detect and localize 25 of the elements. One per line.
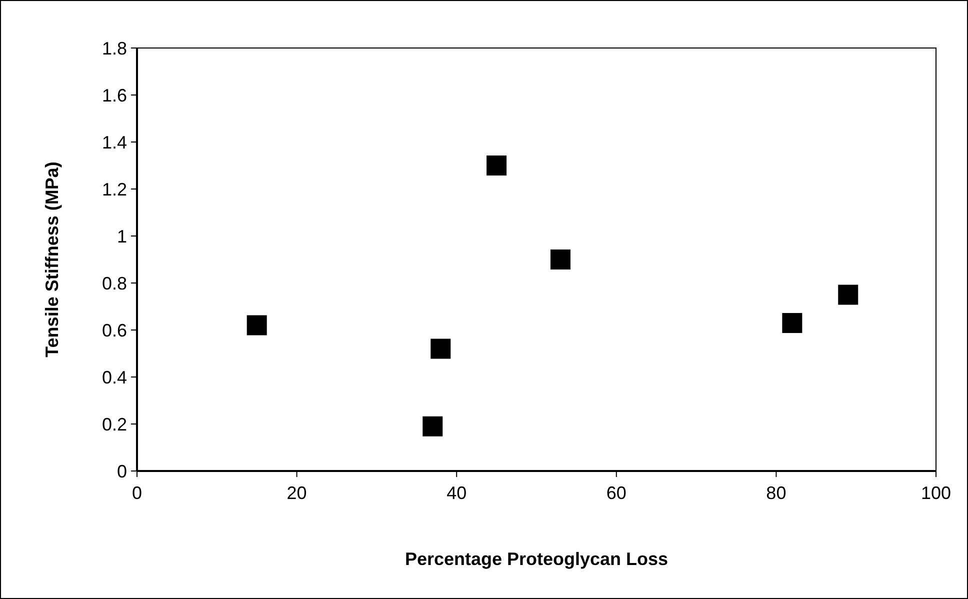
point	[430, 338, 451, 359]
point	[550, 250, 570, 270]
x-tick-label: 40	[446, 483, 467, 503]
y-tick-label: 0.6	[102, 320, 127, 340]
y-tick-label: 0.2	[102, 414, 127, 434]
y-tick-label: 1.4	[102, 132, 127, 152]
y-axis-title: Tensile Stiffness (MPa)	[42, 162, 62, 358]
x-tick-label: 60	[606, 483, 626, 503]
point	[422, 416, 443, 436]
y-tick-label: 0.8	[102, 273, 127, 294]
point	[486, 156, 507, 176]
x-tick-label: 0	[132, 483, 142, 503]
point	[782, 312, 802, 333]
point	[838, 284, 858, 305]
y-tick-label: 1	[116, 226, 127, 246]
x-tick-label: 100	[920, 483, 952, 503]
x-tick-label: 20	[286, 483, 307, 503]
y-tick-label: 1.6	[102, 85, 127, 106]
x-tick-label: 80	[766, 483, 786, 503]
y-tick-label: 0.4	[102, 367, 127, 388]
y-tick-label: 1.2	[102, 179, 127, 200]
y-tick-label: 0	[116, 461, 127, 482]
point	[246, 315, 267, 336]
y-tick-label: 1.8	[102, 38, 127, 58]
x-axis-title: Percentage Proteoglycan Loss	[404, 549, 668, 569]
